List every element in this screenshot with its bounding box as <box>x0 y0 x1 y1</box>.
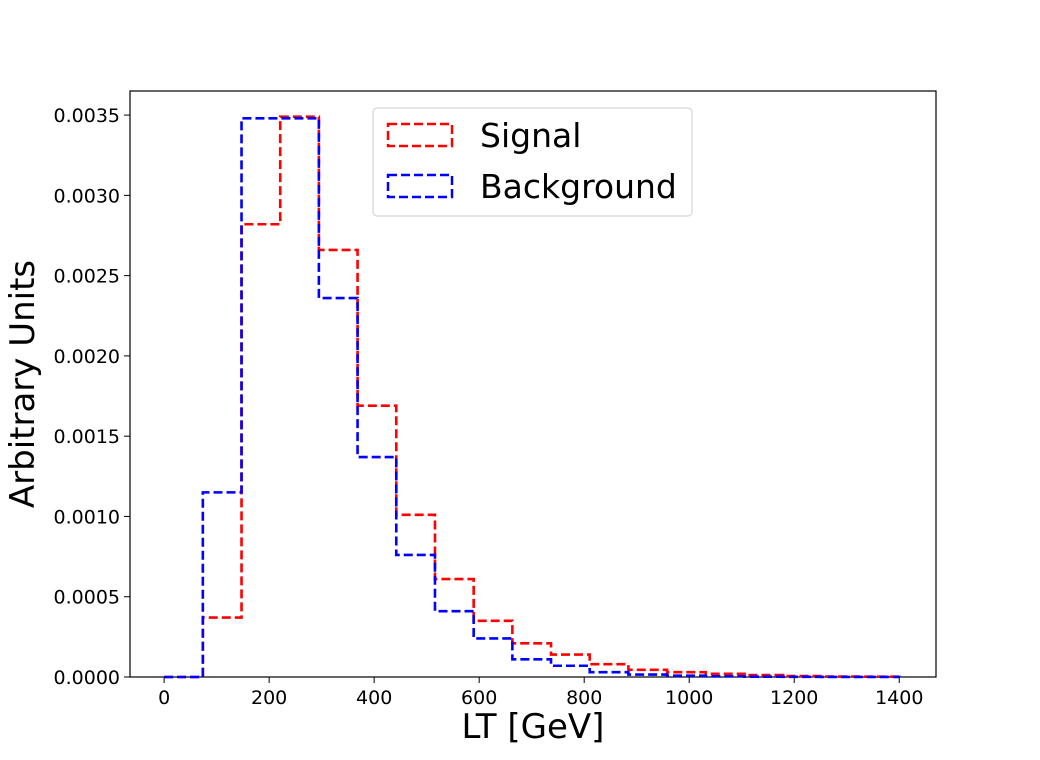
legend-label-signal: Signal <box>480 116 581 155</box>
histogram-series-group <box>164 115 901 679</box>
x-tick-label: 800 <box>566 687 602 709</box>
x-tick-label: 1400 <box>875 687 923 709</box>
legend: Signal Background <box>372 107 693 217</box>
bin-background <box>280 118 319 677</box>
x-tick-label: 0 <box>158 687 170 709</box>
y-tick-label: 0.0035 <box>54 105 120 127</box>
bin-background <box>203 492 242 677</box>
bin-background <box>667 676 706 677</box>
legend-label-background: Background <box>480 167 677 206</box>
histogram-step-background <box>164 116 901 679</box>
x-tick-label: 400 <box>356 687 392 709</box>
y-axis-title: Arbitrary Units <box>3 260 43 508</box>
bin-background <box>590 672 629 677</box>
bin-background <box>512 659 551 677</box>
bin-background <box>706 676 745 677</box>
bin-background <box>435 611 474 677</box>
series-signal <box>164 115 901 679</box>
bin-background <box>319 298 358 677</box>
legend-swatch-background <box>386 173 454 199</box>
x-tick-label: 600 <box>461 687 497 709</box>
y-tick-label: 0.0010 <box>54 506 120 528</box>
histogram-step-signal <box>164 115 901 679</box>
plot-frame <box>129 90 937 678</box>
bin-background <box>551 666 590 677</box>
bin-background <box>474 638 513 677</box>
bin-background <box>358 457 397 677</box>
x-tick-label: 1200 <box>770 687 818 709</box>
x-tick-label: 1000 <box>665 687 713 709</box>
x-axis-title: LT [GeV] <box>462 707 605 747</box>
y-tick-label: 0.0005 <box>54 587 120 609</box>
y-axis-ticks: 0.0000 0.0005 0.0010 0.0015 0.0020 0.0025 0.00… <box>54 105 130 689</box>
y-tick-label: 0.0025 <box>54 266 120 288</box>
y-tick-label: 0.0000 <box>54 667 120 689</box>
y-tick-label: 0.0015 <box>54 426 120 448</box>
legend-swatch-signal <box>386 122 454 148</box>
y-tick-label: 0.0020 <box>54 346 120 368</box>
bin-background <box>628 675 667 677</box>
y-tick-label: 0.0030 <box>54 185 120 207</box>
bin-background <box>242 118 281 677</box>
bin-background <box>396 555 435 677</box>
x-tick-label: 200 <box>251 687 287 709</box>
series-background <box>164 116 901 679</box>
x-axis-ticks: 0 200 400 600 800 1000 1200 1400 <box>158 677 923 709</box>
